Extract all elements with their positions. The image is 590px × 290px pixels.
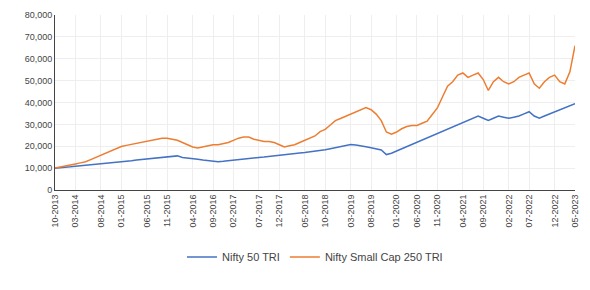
svg-text:07-2022: 07-2022 — [524, 195, 534, 228]
svg-text:02-2022: 02-2022 — [504, 195, 514, 228]
svg-text:11-2015: 11-2015 — [162, 195, 172, 227]
svg-text:08-2019: 08-2019 — [366, 195, 376, 228]
svg-text:40,000: 40,000 — [25, 98, 53, 108]
svg-text:07-2017: 07-2017 — [254, 195, 264, 228]
svg-text:05-2018: 05-2018 — [300, 195, 310, 228]
svg-text:05-2023: 05-2023 — [570, 195, 580, 228]
svg-text:02-2017: 02-2017 — [228, 195, 238, 228]
svg-text:0: 0 — [47, 185, 52, 195]
svg-text:10-2013: 10-2013 — [50, 195, 60, 228]
svg-text:Nifty Small Cap 250 TRI: Nifty Small Cap 250 TRI — [325, 251, 443, 263]
svg-text:03-2014: 03-2014 — [70, 195, 80, 228]
svg-text:12-2022: 12-2022 — [550, 195, 560, 228]
svg-text:70,000: 70,000 — [25, 32, 53, 42]
svg-text:09-2021: 09-2021 — [478, 195, 488, 228]
svg-text:01-2015: 01-2015 — [116, 195, 126, 228]
svg-text:60,000: 60,000 — [25, 54, 53, 64]
svg-text:09-2016: 09-2016 — [208, 195, 218, 228]
svg-text:06-2020: 06-2020 — [412, 195, 422, 228]
svg-text:04-2016: 04-2016 — [188, 195, 198, 228]
svg-text:Nifty 50 TRI: Nifty 50 TRI — [222, 251, 280, 263]
svg-text:01-2020: 01-2020 — [391, 195, 401, 228]
svg-text:20,000: 20,000 — [25, 141, 53, 151]
svg-text:11-2020: 11-2020 — [432, 195, 442, 227]
svg-text:04-2021: 04-2021 — [458, 195, 468, 228]
svg-text:50,000: 50,000 — [25, 76, 53, 86]
svg-text:03-2019: 03-2019 — [346, 195, 356, 228]
svg-text:30,000: 30,000 — [25, 120, 53, 130]
svg-text:12-2017: 12-2017 — [274, 195, 284, 228]
svg-text:06-2015: 06-2015 — [142, 195, 152, 228]
svg-text:80,000: 80,000 — [25, 10, 53, 20]
svg-text:08-2014: 08-2014 — [96, 195, 106, 228]
svg-text:10,000: 10,000 — [25, 163, 53, 173]
svg-text:10-2018: 10-2018 — [320, 195, 330, 228]
